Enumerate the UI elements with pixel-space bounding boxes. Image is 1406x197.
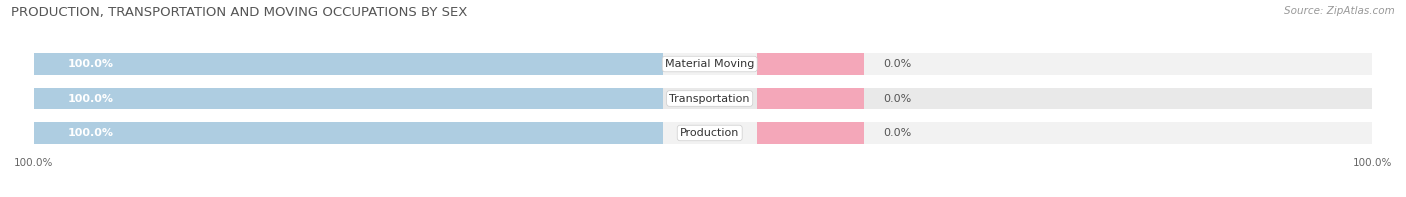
Text: 0.0%: 0.0% <box>884 94 912 103</box>
Bar <box>34 122 1372 144</box>
Bar <box>34 88 662 109</box>
Text: Material Moving: Material Moving <box>665 59 755 69</box>
Bar <box>34 122 662 144</box>
Bar <box>756 122 863 144</box>
Bar <box>756 53 863 75</box>
Bar <box>756 88 863 109</box>
Text: 100.0%: 100.0% <box>67 94 114 103</box>
Text: Transportation: Transportation <box>669 94 749 103</box>
Text: Source: ZipAtlas.com: Source: ZipAtlas.com <box>1284 6 1395 16</box>
Bar <box>34 53 662 75</box>
Bar <box>34 88 1372 109</box>
Text: PRODUCTION, TRANSPORTATION AND MOVING OCCUPATIONS BY SEX: PRODUCTION, TRANSPORTATION AND MOVING OC… <box>11 6 468 19</box>
Text: 0.0%: 0.0% <box>884 59 912 69</box>
Text: 100.0%: 100.0% <box>67 59 114 69</box>
Text: Production: Production <box>681 128 740 138</box>
Text: 0.0%: 0.0% <box>884 128 912 138</box>
Bar <box>34 53 1372 75</box>
Text: 100.0%: 100.0% <box>67 128 114 138</box>
